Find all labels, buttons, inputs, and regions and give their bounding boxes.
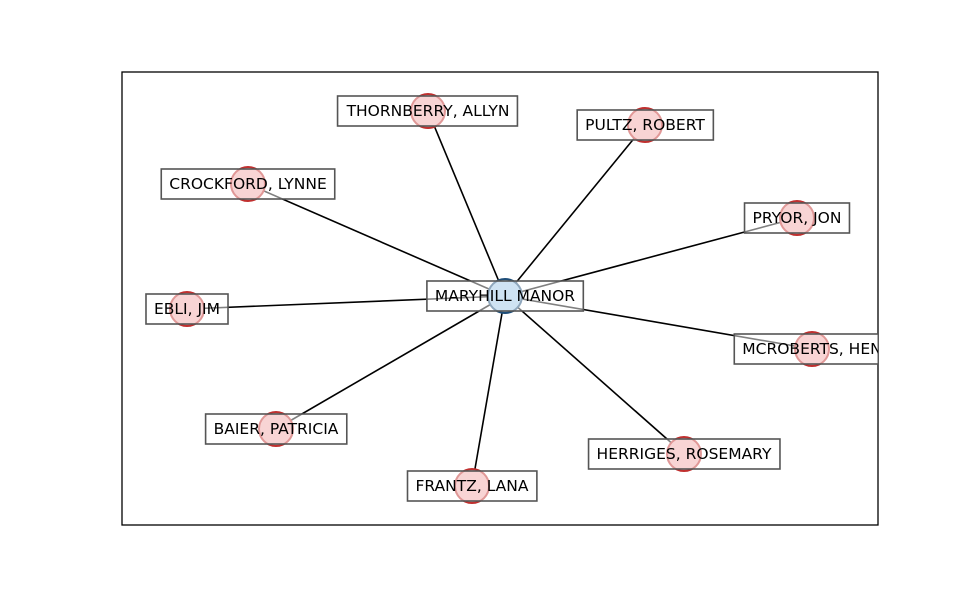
edge-2: [504, 124, 646, 297]
node-label-6: MCROBERTS, HEN: [742, 340, 881, 358]
node-label-7-group: BAIER, PATRICIA: [204, 413, 348, 445]
node-label-7-box: [204, 413, 348, 445]
node-label-4: PRYOR, JON: [753, 209, 842, 227]
node-label-8: HERRIGES, ROSEMARY: [597, 445, 772, 463]
node-label-4-box: [743, 202, 851, 234]
edge-7: [275, 295, 506, 430]
node-label-5: EBLI, JIM: [154, 300, 220, 318]
node-label-1: THORNBERRY, ALLYN: [346, 102, 510, 120]
node-label-3-box: [160, 168, 336, 200]
label-layer: THORNBERRY, ALLYN PULTZ, ROBERT CROCKFORD,…: [145, 95, 881, 502]
node-label-4-group: PRYOR, JON: [743, 202, 851, 234]
node-label-1-group: THORNBERRY, ALLYN: [336, 95, 519, 127]
plot-frame: [121, 71, 879, 526]
edge-9: [471, 295, 506, 487]
node-label-9-box: [406, 470, 538, 502]
node-label-8-box: [587, 438, 781, 470]
node-label-5-box: [145, 293, 229, 325]
node-label-9-group: FRANTZ, LANA: [406, 470, 538, 502]
node-label-2-group: PULTZ, ROBERT: [576, 109, 715, 141]
center-label: MARYHILL MANOR: [435, 287, 575, 305]
node-label-6-group: MCROBERTS, HEN: [733, 333, 881, 365]
node-label-5-group: EBLI, JIM: [145, 293, 229, 325]
edge-8: [504, 295, 685, 455]
edge-1: [427, 110, 506, 297]
node-label-3: CROCKFORD, LYNNE: [169, 175, 326, 193]
node-label-2: PULTZ, ROBERT: [585, 116, 705, 134]
node-label-8-group: HERRIGES, ROSEMARY: [587, 438, 781, 470]
edge-3: [247, 183, 506, 297]
node-label-6-box: [733, 333, 878, 365]
node-label-2-box: [576, 109, 715, 141]
center-label-group: MARYHILL MANOR: [426, 280, 585, 312]
node-label-1-box: [336, 95, 519, 127]
node-label-3-group: CROCKFORD, LYNNE: [160, 168, 336, 200]
center-label-box: [426, 280, 585, 312]
node-label-9: FRANTZ, LANA: [416, 477, 529, 495]
node-label-7: BAIER, PATRICIA: [214, 420, 339, 438]
